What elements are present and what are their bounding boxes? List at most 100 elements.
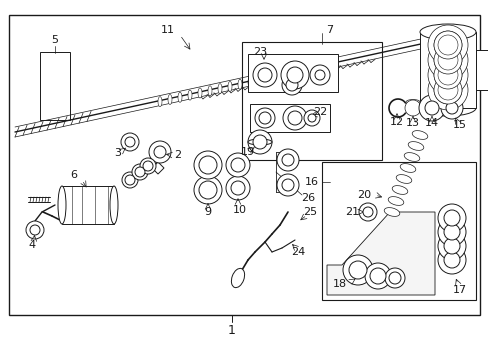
Circle shape xyxy=(427,25,467,65)
Ellipse shape xyxy=(218,84,222,94)
Bar xyxy=(475,50,488,90)
Text: 26: 26 xyxy=(300,193,314,203)
Circle shape xyxy=(252,135,266,149)
Circle shape xyxy=(247,130,271,154)
Text: 22: 22 xyxy=(312,107,326,117)
Circle shape xyxy=(424,101,438,115)
Ellipse shape xyxy=(247,77,251,87)
Bar xyxy=(9,15,479,315)
Circle shape xyxy=(149,141,171,163)
Bar xyxy=(40,52,70,120)
Bar xyxy=(242,42,381,160)
Circle shape xyxy=(254,108,274,128)
Circle shape xyxy=(304,110,319,126)
Text: 14: 14 xyxy=(424,118,438,128)
Ellipse shape xyxy=(267,73,271,83)
Ellipse shape xyxy=(387,197,403,206)
Circle shape xyxy=(258,68,271,82)
Circle shape xyxy=(433,76,461,104)
Text: 19: 19 xyxy=(241,147,255,157)
Text: 23: 23 xyxy=(252,47,266,57)
Text: 6: 6 xyxy=(70,170,77,180)
Circle shape xyxy=(440,97,462,119)
Circle shape xyxy=(194,176,222,204)
Circle shape xyxy=(282,75,302,95)
Text: 16: 16 xyxy=(305,177,318,187)
Text: 7: 7 xyxy=(326,25,333,35)
Circle shape xyxy=(276,149,298,171)
Circle shape xyxy=(437,232,465,260)
Bar xyxy=(321,162,475,300)
Circle shape xyxy=(443,238,459,254)
Text: 20: 20 xyxy=(356,190,370,200)
Text: 3: 3 xyxy=(114,148,121,158)
Circle shape xyxy=(309,65,329,85)
Circle shape xyxy=(307,114,315,122)
Circle shape xyxy=(252,63,276,87)
Text: 17: 17 xyxy=(452,285,466,295)
Ellipse shape xyxy=(178,92,182,102)
Text: 9: 9 xyxy=(204,207,211,217)
Circle shape xyxy=(199,181,217,199)
Circle shape xyxy=(437,65,457,85)
Ellipse shape xyxy=(391,186,407,194)
Circle shape xyxy=(26,221,44,239)
Circle shape xyxy=(314,70,325,80)
Circle shape xyxy=(122,172,138,188)
Circle shape xyxy=(342,255,372,285)
Circle shape xyxy=(121,133,139,151)
Circle shape xyxy=(369,268,385,284)
Circle shape xyxy=(287,111,302,125)
Circle shape xyxy=(125,175,135,185)
Circle shape xyxy=(427,40,467,80)
Circle shape xyxy=(427,55,467,95)
Ellipse shape xyxy=(207,86,212,96)
Circle shape xyxy=(154,146,165,158)
Bar xyxy=(419,32,475,108)
Circle shape xyxy=(437,204,465,232)
Ellipse shape xyxy=(395,175,411,183)
Circle shape xyxy=(230,181,244,195)
Circle shape xyxy=(225,153,249,177)
Ellipse shape xyxy=(231,269,244,288)
Ellipse shape xyxy=(399,163,415,172)
Circle shape xyxy=(362,207,372,217)
Circle shape xyxy=(286,67,303,83)
Circle shape xyxy=(433,61,461,89)
Circle shape xyxy=(282,179,293,191)
Circle shape xyxy=(282,154,293,166)
Circle shape xyxy=(364,263,390,289)
Circle shape xyxy=(194,151,222,179)
Bar xyxy=(62,186,114,224)
Ellipse shape xyxy=(158,96,162,107)
Ellipse shape xyxy=(110,186,118,224)
Circle shape xyxy=(30,225,40,235)
Ellipse shape xyxy=(404,153,419,161)
Circle shape xyxy=(388,272,400,284)
Circle shape xyxy=(433,31,461,59)
Circle shape xyxy=(437,80,457,100)
Circle shape xyxy=(443,210,459,226)
Text: 13: 13 xyxy=(405,118,419,128)
Circle shape xyxy=(230,158,244,172)
Circle shape xyxy=(135,167,145,177)
Text: 11: 11 xyxy=(161,25,175,35)
Text: 8: 8 xyxy=(288,61,295,71)
Ellipse shape xyxy=(258,75,262,85)
Text: 5: 5 xyxy=(51,35,59,45)
Circle shape xyxy=(437,246,465,274)
Ellipse shape xyxy=(384,208,399,216)
Circle shape xyxy=(404,100,420,116)
Ellipse shape xyxy=(227,81,231,91)
Circle shape xyxy=(125,137,135,147)
Circle shape xyxy=(427,70,467,110)
Text: 1: 1 xyxy=(227,324,235,337)
Ellipse shape xyxy=(419,24,475,40)
Circle shape xyxy=(358,203,376,221)
Circle shape xyxy=(285,79,297,91)
Text: 21: 21 xyxy=(344,207,358,217)
Bar xyxy=(247,54,337,92)
Bar xyxy=(249,104,329,132)
Circle shape xyxy=(437,218,465,246)
Text: 25: 25 xyxy=(303,207,316,217)
